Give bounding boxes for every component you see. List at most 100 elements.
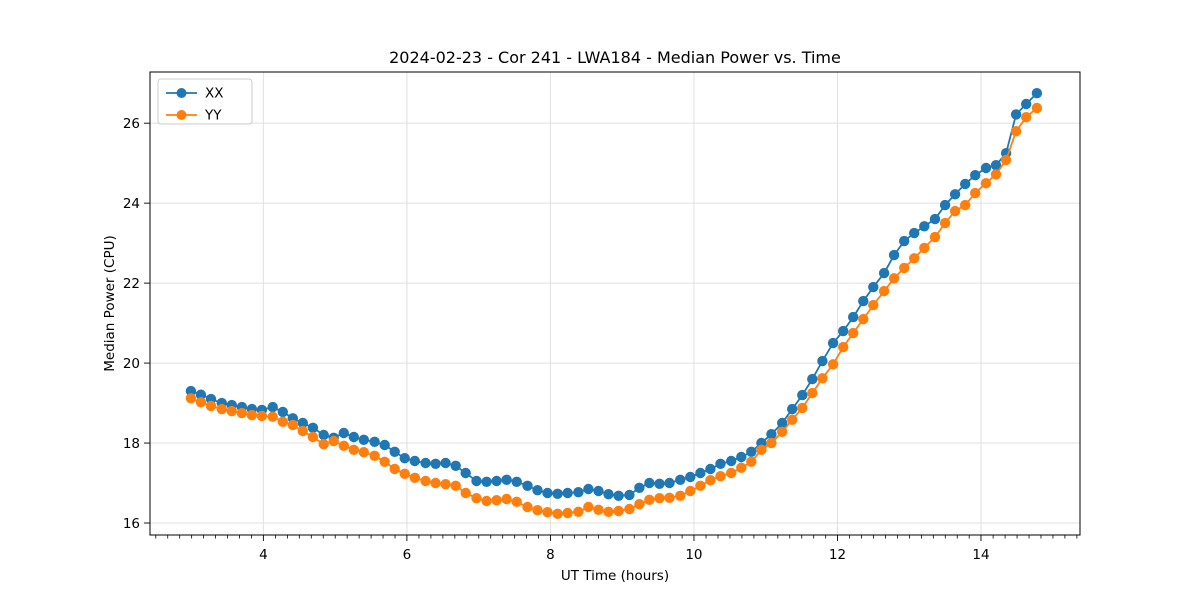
data-point-yy xyxy=(1000,154,1012,166)
data-point-xx xyxy=(654,478,665,489)
data-point-xx xyxy=(420,457,431,469)
data-point-yy xyxy=(195,397,207,408)
x-tick-label: 8 xyxy=(546,547,555,563)
data-point-xx xyxy=(888,249,900,261)
data-point-yy xyxy=(990,169,1002,180)
data-point-xx xyxy=(939,199,951,211)
x-tick-label: 12 xyxy=(829,547,846,563)
data-point-yy xyxy=(593,504,604,515)
data-point-yy xyxy=(450,480,461,491)
data-point-yy xyxy=(277,416,288,427)
data-point-yy xyxy=(379,456,390,467)
data-point-xx xyxy=(990,160,1002,171)
data-point-xx xyxy=(338,427,349,439)
data-point-yy xyxy=(746,456,757,467)
data-point-xx xyxy=(848,311,859,323)
data-point-xx xyxy=(348,431,359,443)
data-point-xx xyxy=(634,482,645,493)
data-point-xx xyxy=(562,487,573,499)
data-point-xx xyxy=(1010,109,1022,120)
data-point-xx xyxy=(369,436,380,447)
data-point-yy xyxy=(471,493,482,504)
data-point-xx xyxy=(685,471,696,483)
data-point-yy xyxy=(797,402,808,414)
data-point-yy xyxy=(369,450,380,461)
data-point-yy xyxy=(307,431,319,443)
data-point-yy xyxy=(338,440,349,451)
y-axis-label: Median Power (CPU) xyxy=(102,235,118,371)
data-point-yy xyxy=(358,447,369,458)
data-point-xx xyxy=(624,489,635,501)
data-point-xx xyxy=(532,485,543,496)
data-point-yy xyxy=(420,475,431,487)
data-point-xx xyxy=(817,355,828,367)
data-point-yy xyxy=(868,299,879,311)
data-point-yy xyxy=(267,411,278,422)
data-point-yy xyxy=(562,507,573,519)
data-point-yy xyxy=(542,507,553,518)
data-point-yy xyxy=(685,485,696,497)
data-point-xx xyxy=(970,170,981,181)
data-point-xx xyxy=(593,485,604,497)
data-point-yy xyxy=(624,503,635,515)
data-point-yy xyxy=(389,463,400,475)
data-point-yy xyxy=(1020,112,1032,123)
data-point-yy xyxy=(899,262,910,274)
data-point-xx xyxy=(797,389,808,401)
plot-frame xyxy=(149,71,1081,536)
data-point-yy xyxy=(287,419,298,431)
data-point-yy xyxy=(430,477,441,489)
data-point-yy xyxy=(929,231,941,243)
x-tick-label: 10 xyxy=(685,547,702,563)
data-point-yy xyxy=(348,444,359,455)
data-point-xx xyxy=(450,460,461,471)
legend-entry-yy: YY xyxy=(166,108,222,124)
x-tick-label: 14 xyxy=(972,547,989,563)
data-point-xx xyxy=(960,178,971,190)
data-point-xx xyxy=(878,267,890,279)
data-point-yy xyxy=(715,471,726,482)
data-point-xx xyxy=(409,455,420,467)
y-tick-label: 18 xyxy=(123,436,140,452)
legend-label-yy: YY xyxy=(204,108,222,124)
data-point-yy xyxy=(888,273,900,284)
x-axis-label: UT Time (hours) xyxy=(561,568,669,584)
data-point-xx xyxy=(389,446,400,457)
data-point-yy xyxy=(491,495,502,506)
y-tick-label: 26 xyxy=(123,116,140,132)
x-tick-label: 6 xyxy=(403,547,412,563)
data-point-xx xyxy=(919,221,930,232)
data-point-yy xyxy=(705,475,716,486)
data-point-xx xyxy=(909,227,920,239)
data-point-yy xyxy=(664,492,675,503)
data-point-yy xyxy=(603,506,614,517)
data-point-yy xyxy=(756,444,767,455)
data-point-yy xyxy=(848,327,859,339)
data-point-yy xyxy=(695,480,706,491)
data-point-yy xyxy=(328,435,339,447)
data-point-yy xyxy=(318,439,329,450)
y-tick-label: 22 xyxy=(123,276,140,292)
data-point-xx xyxy=(675,474,686,485)
data-point-xx xyxy=(440,457,451,469)
data-point-xx xyxy=(358,434,369,445)
data-point-xx xyxy=(777,417,788,429)
data-point-yy xyxy=(858,313,869,325)
legend-marker-yy xyxy=(176,110,187,120)
data-point-yy xyxy=(827,359,839,370)
data-point-yy xyxy=(675,490,686,501)
series-markers-yy xyxy=(185,102,1043,519)
data-point-xx xyxy=(1031,88,1043,99)
y-tick-label: 24 xyxy=(123,196,140,212)
data-point-yy xyxy=(216,403,227,415)
axis-ticks xyxy=(144,122,1078,541)
data-point-yy xyxy=(838,341,849,353)
data-point-yy xyxy=(226,405,237,417)
y-tick-label: 20 xyxy=(123,356,140,372)
data-point-xx xyxy=(307,422,319,433)
data-point-yy xyxy=(726,467,737,479)
data-point-xx xyxy=(715,458,726,469)
data-point-xx xyxy=(318,429,329,441)
